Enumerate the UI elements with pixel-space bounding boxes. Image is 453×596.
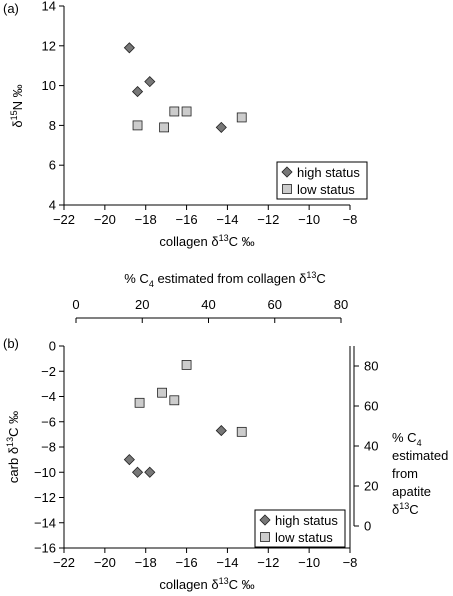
b-low-status-point — [157, 387, 167, 398]
a-legend-low-status-marker — [282, 184, 292, 194]
a-x-tick-label: −20 — [94, 212, 116, 227]
panel-b-label: (b) — [3, 336, 19, 351]
panel-a-legend-box — [276, 161, 368, 200]
a-x-tick-label: −18 — [135, 212, 157, 227]
b-x-tick-label: −22 — [53, 555, 75, 570]
b-y-tick-label: −8 — [41, 440, 56, 455]
a-x-tick-label: −8 — [343, 212, 358, 227]
a-high-status-point — [123, 42, 135, 54]
b-right-tick-label: 0 — [364, 519, 371, 534]
b-top-tick-label: 80 — [334, 297, 348, 312]
panel-a-y-label: δ15N ‰ — [9, 84, 25, 127]
b-x-tick-label: −14 — [216, 555, 238, 570]
b-legend-high-status-label: high status — [275, 513, 338, 528]
panel-b-y-ticks: 0 −2 −4 −6 −8 −10 −12 −14 −16 — [34, 339, 64, 556]
b-y-tick-label: −4 — [41, 389, 56, 404]
panel-b-right-label-3: from — [392, 466, 418, 481]
panel-a-points — [123, 42, 247, 133]
b-x-tick-label: −18 — [135, 555, 157, 570]
b-high-status-point — [144, 466, 156, 478]
a-x-tick-label: −14 — [216, 212, 238, 227]
b-y-tick-label: 0 — [49, 339, 56, 354]
b-top-tick-label: 0 — [72, 297, 79, 312]
panel-b-right-label-1: % C4 — [392, 430, 422, 448]
b-high-status-point — [131, 466, 144, 478]
a-x-tick-label: −22 — [53, 212, 75, 227]
b-y-tick-label: −14 — [34, 515, 56, 530]
a-low-status-point — [132, 120, 143, 131]
a-low-status-point — [159, 122, 170, 133]
b-x-tick-label: −8 — [343, 555, 358, 570]
a-x-tick-label: −12 — [257, 212, 279, 227]
b-top-tick-label: 60 — [268, 297, 282, 312]
b-x-tick-label: −10 — [298, 555, 320, 570]
b-low-status-point — [169, 395, 180, 406]
b-right-tick-label: 60 — [364, 399, 378, 414]
panel-a-legend-items: high status low status — [281, 165, 360, 197]
b-top-tick-label: 40 — [201, 297, 215, 312]
b-y-tick-label: −2 — [41, 364, 56, 379]
a-low-status-point — [169, 106, 180, 117]
b-right-tick-label: 80 — [364, 359, 378, 374]
panel-b-points — [123, 360, 247, 478]
panel-a-x-label: collagen δ13C ‰ — [159, 233, 254, 249]
panel-b-right-label-4: apatite — [392, 484, 431, 499]
b-high-status-point — [215, 425, 227, 437]
panel-a-x-ticks: −22 −20 −18 −16 −14 −12 −10 −8 — [53, 205, 357, 227]
panel-a-label: (a) — [3, 1, 19, 16]
a-high-status-point — [144, 76, 156, 88]
panel-b: % C4 estimated from collagen δ13C 0 20 40 6… — [3, 270, 448, 592]
b-y-tick-label: −16 — [34, 541, 56, 556]
b-low-status-point — [134, 397, 145, 408]
panel-b-top-axis-label: % C4 estimated from collagen δ13C — [124, 270, 325, 289]
b-x-tick-label: −16 — [176, 555, 198, 570]
panel-b-right-ticks: 0 20 40 60 80 — [354, 359, 378, 534]
panel-b-x-ticks: −22 −20 −18 −16 −14 −12 −10 −8 — [53, 548, 357, 570]
b-right-tick-label: 40 — [364, 439, 378, 454]
b-legend-low-status-marker — [260, 532, 270, 542]
b-low-status-point — [236, 426, 247, 437]
panel-b-y-label: carb δ13C ‰ — [5, 411, 21, 483]
a-y-tick-label: 8 — [49, 118, 56, 133]
a-high-status-point — [215, 121, 227, 133]
b-y-tick-label: −10 — [34, 465, 56, 480]
panel-a-legend: high status low status — [276, 161, 368, 200]
b-top-tick-label: 20 — [135, 297, 149, 312]
a-legend-high-status-marker — [281, 166, 293, 178]
b-x-tick-label: −12 — [257, 555, 279, 570]
panel-b-top-ticks: 0 20 40 60 80 — [72, 297, 348, 323]
panel-b-legend-box — [254, 509, 346, 548]
a-y-tick-label: 4 — [49, 198, 56, 213]
panel-b-legend-items: high status low status — [259, 513, 338, 545]
b-legend-high-status-marker — [259, 514, 271, 526]
a-low-status-point — [236, 112, 247, 123]
panel-b-legend: high status low status — [254, 509, 346, 548]
b-y-tick-label: −6 — [41, 414, 56, 429]
panel-b-right-label-2: estimated — [392, 448, 448, 463]
panel-b-x-label: collagen δ13C ‰ — [159, 576, 254, 592]
b-x-tick-label: −20 — [94, 555, 116, 570]
a-y-tick-label: 10 — [42, 78, 56, 93]
panel-a: (a) −22 −20 −18 −16 −14 −12 −10 −8 4 6 8 10 12 14 co… — [3, 0, 368, 249]
a-y-tick-label: 12 — [42, 38, 56, 53]
a-x-tick-label: −16 — [176, 212, 198, 227]
b-y-tick-label: −12 — [34, 490, 56, 505]
panel-b-right-label-5: δ13C — [392, 501, 419, 517]
b-low-status-point — [181, 360, 192, 370]
panel-a-y-ticks: 4 6 8 10 12 14 — [42, 0, 64, 213]
b-high-status-point — [123, 454, 135, 466]
a-low-status-point — [181, 106, 192, 117]
a-y-tick-label: 14 — [42, 0, 56, 14]
a-high-status-point — [131, 86, 144, 98]
a-legend-high-status-label: high status — [297, 165, 360, 180]
b-legend-low-status-label: low status — [275, 530, 333, 545]
a-x-tick-label: −10 — [298, 212, 320, 227]
a-y-tick-label: 6 — [49, 158, 56, 173]
a-legend-low-status-label: low status — [297, 182, 355, 197]
b-right-tick-label: 20 — [364, 479, 378, 494]
